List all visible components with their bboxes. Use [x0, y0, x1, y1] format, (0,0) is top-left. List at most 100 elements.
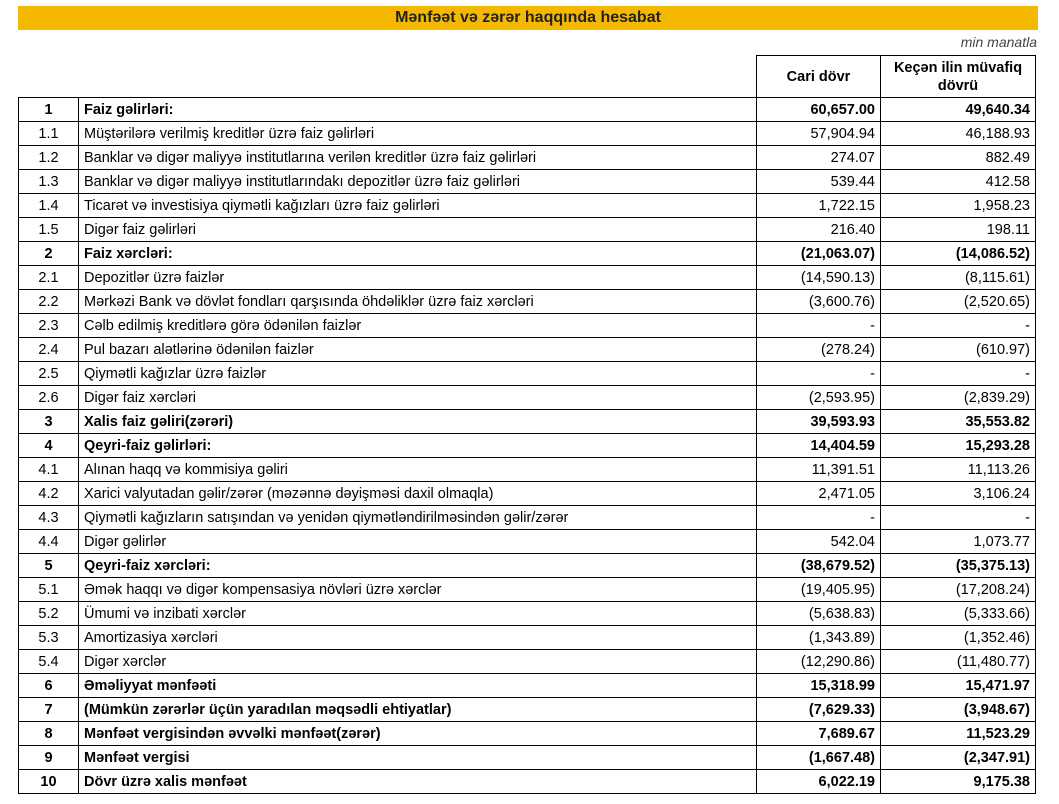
row-label: Faiz xərcləri:: [78, 241, 757, 266]
income-table: Cari dövr Keçən ilin müvafiq dövrü 1 Faiz…: [18, 55, 1036, 794]
previous-value: (5,333.66): [880, 601, 1036, 626]
previous-value: -: [880, 361, 1036, 386]
current-value: (1,667.48): [756, 745, 881, 770]
current-value: 57,904.94: [756, 121, 881, 146]
previous-value: 11,113.26: [880, 457, 1036, 482]
header-row: Cari dövr Keçən ilin müvafiq dövrü: [18, 55, 1036, 98]
table-row: 5 Qeyri-faiz xərcləri: (38,679.52) (35,375.…: [18, 553, 1036, 578]
current-value: (7,629.33): [756, 697, 881, 722]
previous-value: 15,471.97: [880, 673, 1036, 698]
previous-value: (8,115.61): [880, 265, 1036, 290]
row-label: Ümumi və inzibati xərclər: [78, 601, 757, 626]
row-number: 2.3: [18, 313, 79, 338]
row-number: 2.5: [18, 361, 79, 386]
row-label: Xalis faiz gəliri(zərəri): [78, 409, 757, 434]
row-label: Depozitlər üzrə faizlər: [78, 265, 757, 290]
table-row: 2 Faiz xərcləri: (21,063.07) (14,086.52): [18, 241, 1036, 266]
current-value: 11,391.51: [756, 457, 881, 482]
row-number: 6: [18, 673, 79, 698]
column-header: Cari dövr: [756, 55, 881, 98]
previous-value: 198.11: [880, 217, 1036, 242]
table-row: 2.2 Mərkəzi Bank və dövlət fondları qarşı…: [18, 289, 1036, 314]
previous-value: 412.58: [880, 169, 1036, 194]
row-number: 5.2: [18, 601, 79, 626]
row-label: Müştərilərə verilmiş kreditlər üzrə faiz…: [78, 121, 757, 146]
row-label: Mərkəzi Bank və dövlət fondları qarşısın…: [78, 289, 757, 314]
previous-value: 49,640.34: [880, 97, 1036, 122]
report-title: Mənfəət və zərər haqqında hesabat: [18, 6, 1038, 30]
row-label: Pul bazarı alətlərinə ödənilən faizlər: [78, 337, 757, 362]
previous-value: 46,188.93: [880, 121, 1036, 146]
row-label: Ticarət və investisiya qiymətli kağızlar…: [78, 193, 757, 218]
previous-value: -: [880, 313, 1036, 338]
current-value: (12,290.86): [756, 649, 881, 674]
row-number: 8: [18, 721, 79, 746]
row-label: Banklar və digər maliyyə institutlarında…: [78, 169, 757, 194]
row-number: 1.2: [18, 145, 79, 170]
current-value: 539.44: [756, 169, 881, 194]
row-number: 9: [18, 745, 79, 770]
table-row: 5.4 Digər xərclər (12,290.86) (11,480.77): [18, 649, 1036, 674]
column-header: Keçən ilin müvafiq dövrü: [880, 55, 1036, 98]
previous-value: 9,175.38: [880, 769, 1036, 794]
previous-value: 3,106.24: [880, 481, 1036, 506]
row-label: Mənfəət vergisindən əvvəlki mənfəət(zərə…: [78, 721, 757, 746]
current-value: 274.07: [756, 145, 881, 170]
current-value: -: [756, 313, 881, 338]
row-number: 1.4: [18, 193, 79, 218]
current-value: 60,657.00: [756, 97, 881, 122]
current-value: 2,471.05: [756, 481, 881, 506]
previous-value: 1,073.77: [880, 529, 1036, 554]
current-value: (5,638.83): [756, 601, 881, 626]
row-number: 2.6: [18, 385, 79, 410]
table-row: 5.3 Amortizasiya xərcləri (1,343.89) (1,352…: [18, 625, 1036, 650]
blank-cell: [78, 55, 757, 98]
row-number: 5.4: [18, 649, 79, 674]
row-label: Əməliyyat mənfəəti: [78, 673, 757, 698]
table-row: 2.5 Qiymətli kağızlar üzrə faizlər - -: [18, 361, 1036, 386]
current-value: 7,689.67: [756, 721, 881, 746]
row-label: Banklar və digər maliyyə institutlarına …: [78, 145, 757, 170]
previous-value: (1,352.46): [880, 625, 1036, 650]
current-value: (1,343.89): [756, 625, 881, 650]
table-row: 1.2 Banklar və digər maliyyə institutları…: [18, 145, 1036, 170]
row-number: 4.3: [18, 505, 79, 530]
row-label: Dövr üzrə xalis mənfəət: [78, 769, 757, 794]
previous-value: (2,520.65): [880, 289, 1036, 314]
current-value: 6,022.19: [756, 769, 881, 794]
table-row: 8 Mənfəət vergisindən əvvəlki mənfəət(zər…: [18, 721, 1036, 746]
table-row: 10 Dövr üzrə xalis mənfəət 6,022.19 9,175.3…: [18, 769, 1036, 794]
current-value: 542.04: [756, 529, 881, 554]
row-label: Əmək haqqı və digər kompensasiya növləri…: [78, 577, 757, 602]
row-number: 5.3: [18, 625, 79, 650]
row-number: 4: [18, 433, 79, 458]
row-number: 5.1: [18, 577, 79, 602]
table-row: 6 Əməliyyat mənfəəti 15,318.99 15,471.97: [18, 673, 1036, 698]
current-value: -: [756, 361, 881, 386]
current-value: (278.24): [756, 337, 881, 362]
table-row: 4.4 Digər gəlirlər 542.04 1,073.77: [18, 529, 1036, 554]
table-row: 7 (Mümkün zərərlər üçün yaradılan məqsədl…: [18, 697, 1036, 722]
table-row: 5.1 Əmək haqqı və digər kompensasiya növl…: [18, 577, 1036, 602]
row-number: 1.1: [18, 121, 79, 146]
row-label: Xarici valyutadan gəlir/zərər (məzənnə d…: [78, 481, 757, 506]
current-value: 15,318.99: [756, 673, 881, 698]
previous-value: 11,523.29: [880, 721, 1036, 746]
previous-value: (17,208.24): [880, 577, 1036, 602]
previous-value: (11,480.77): [880, 649, 1036, 674]
row-number: 5: [18, 553, 79, 578]
current-value: (19,405.95): [756, 577, 881, 602]
current-value: (2,593.95): [756, 385, 881, 410]
previous-value: -: [880, 505, 1036, 530]
table-row: 1.5 Digər faiz gəlirləri 216.40 198.11: [18, 217, 1036, 242]
table-row: 1 Faiz gəlirləri: 60,657.00 49,640.34: [18, 97, 1036, 122]
current-value: 14,404.59: [756, 433, 881, 458]
previous-value: 882.49: [880, 145, 1036, 170]
row-number: 7: [18, 697, 79, 722]
table-row: 3 Xalis faiz gəliri(zərəri) 39,593.93 35,55…: [18, 409, 1036, 434]
table-row: 1.3 Banklar və digər maliyyə institutları…: [18, 169, 1036, 194]
row-label: Digər gəlirlər: [78, 529, 757, 554]
table-row: 2.4 Pul bazarı alətlərinə ödənilən faizlə…: [18, 337, 1036, 362]
row-label: Digər faiz gəlirləri: [78, 217, 757, 242]
